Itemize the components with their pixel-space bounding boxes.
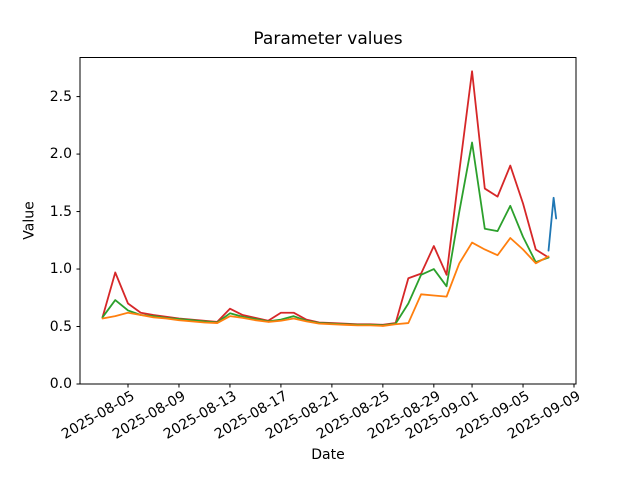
blue-series-line <box>547 196 558 252</box>
chart-title: Parameter values <box>253 29 403 49</box>
y-tick-label: 2.5 <box>49 88 72 105</box>
orange-series-line <box>101 237 550 327</box>
y-tick-label: 1.5 <box>49 203 72 220</box>
axes-spines <box>79 57 577 385</box>
green-series-line <box>101 141 550 327</box>
y-tick-label: 0.0 <box>49 376 72 392</box>
y-tick-label: 1.0 <box>49 261 72 278</box>
x-axis-label: Date <box>311 447 345 463</box>
y-tick-label: 2.0 <box>49 146 72 163</box>
red-series-line <box>101 70 550 326</box>
y-tick-label: 0.5 <box>49 318 72 335</box>
